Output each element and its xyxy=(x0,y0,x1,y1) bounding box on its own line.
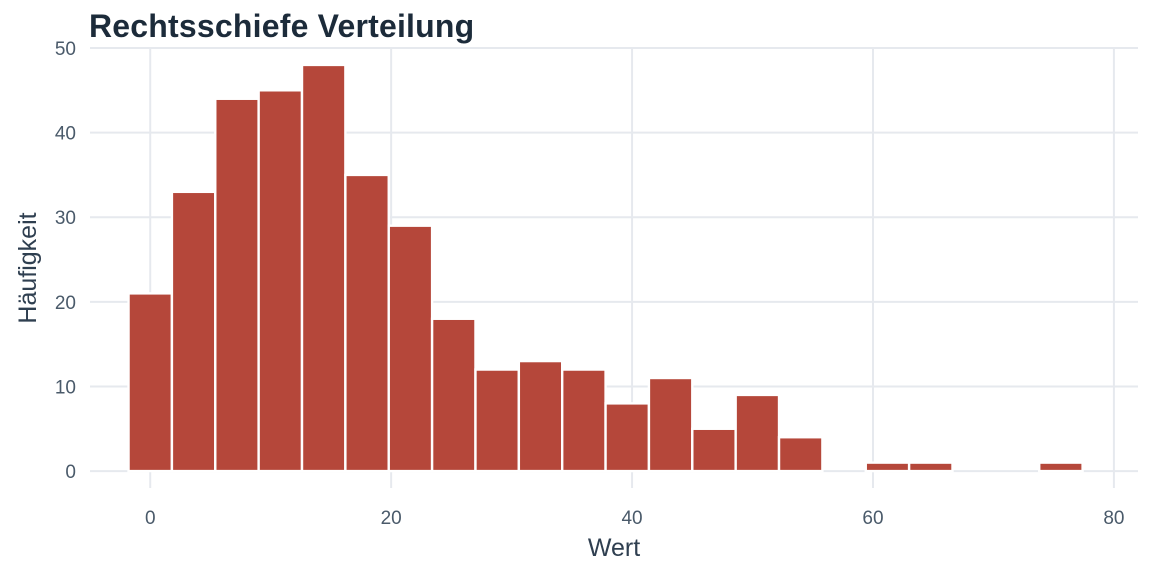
histogram-bar xyxy=(604,402,651,473)
y-tick-label: 30 xyxy=(55,208,76,229)
histogram-bar xyxy=(214,97,260,473)
histogram-bar xyxy=(1038,461,1084,473)
y-tick-label: 40 xyxy=(55,124,76,145)
histogram-bar xyxy=(127,292,174,473)
histogram-bar xyxy=(561,368,607,473)
y-tick-label: 20 xyxy=(55,293,76,314)
histogram-bar xyxy=(344,173,390,473)
x-axis-title: Wert xyxy=(588,534,640,562)
chart-title: Rechtsschiefe Verteilung xyxy=(89,8,475,44)
histogram-bar xyxy=(257,89,304,473)
histogram-bar xyxy=(691,427,737,473)
histogram-bars xyxy=(127,63,1084,473)
x-tick-label: 80 xyxy=(1103,508,1124,529)
histogram-bar xyxy=(777,436,824,473)
histogram-bar xyxy=(170,190,217,473)
histogram-bar xyxy=(474,368,521,473)
x-axis-ticks: 0 20 40 60 80 xyxy=(145,508,1125,529)
x-tick-label: 60 xyxy=(862,508,883,529)
histogram-bar xyxy=(430,317,477,473)
y-tick-label: 10 xyxy=(55,377,76,398)
x-tick-label: 40 xyxy=(621,508,642,529)
x-tick-label: 20 xyxy=(381,508,402,529)
y-axis-ticks: 0 10 20 30 40 50 xyxy=(55,39,76,483)
x-tick-label: 0 xyxy=(145,508,156,529)
histogram-bar xyxy=(864,461,911,473)
histogram-bar xyxy=(300,63,347,473)
histogram-bar xyxy=(647,376,694,473)
histogram-bar xyxy=(517,359,564,473)
y-tick-label: 50 xyxy=(55,39,76,60)
histogram-bar xyxy=(387,224,434,473)
histogram-bar xyxy=(907,461,954,473)
y-tick-label: 0 xyxy=(65,462,76,483)
histogram-bar xyxy=(734,393,781,473)
y-axis-title: Häufigkeit xyxy=(14,212,42,323)
